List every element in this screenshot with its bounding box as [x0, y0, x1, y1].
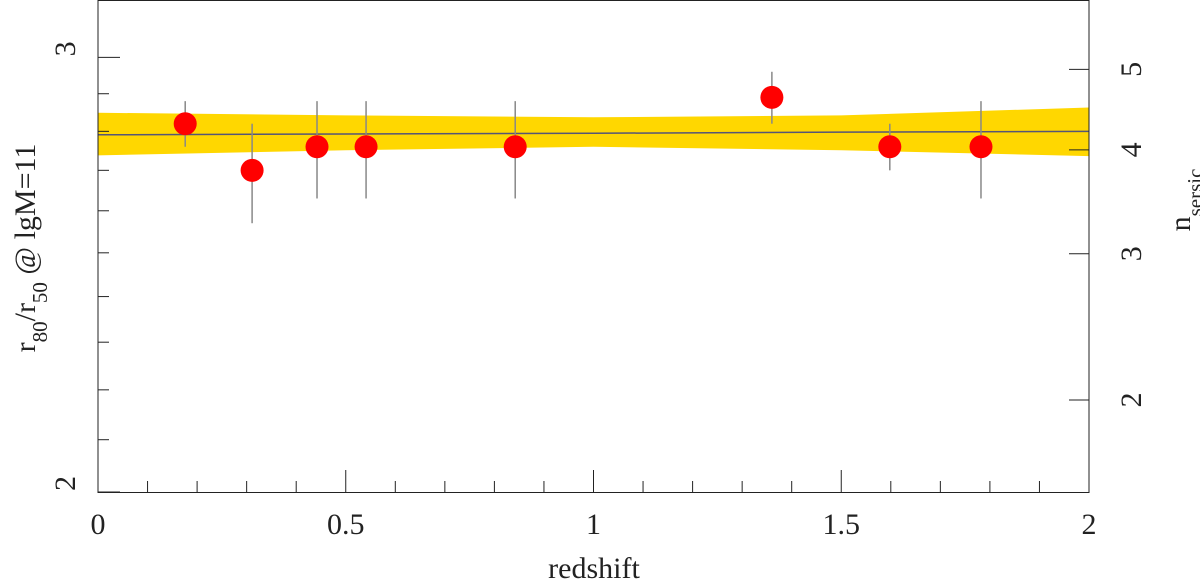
y-tick-label: 2	[49, 476, 82, 491]
y2-tick-label: 4	[1115, 142, 1148, 157]
x-tick-label: 1	[586, 508, 601, 541]
data-point	[173, 112, 197, 136]
y-axis-label-part: @ lgM=11	[9, 144, 42, 282]
data-point	[240, 158, 264, 182]
y2-tick-label: 5	[1115, 62, 1148, 77]
data-point	[760, 85, 784, 109]
y-axis-label-part: /r	[9, 303, 42, 321]
fit-line	[97, 130, 1090, 136]
x-tick-label: 2	[1082, 508, 1097, 541]
y-tick-label: 3	[49, 41, 82, 56]
x-tick-label: 1.5	[823, 508, 861, 541]
y2-tick-label: 3	[1115, 246, 1148, 261]
y2-axis-label-sub: sersic	[1183, 169, 1200, 217]
y-axis-label-sub: 50	[28, 282, 52, 303]
fit-band	[98, 107, 1089, 157]
data-point	[503, 135, 527, 159]
x-axis-label: redshift	[548, 552, 640, 581]
plot-frame	[97, 0, 1090, 493]
x-tick-label: 0.5	[327, 508, 365, 541]
y-axis-label-sub: 80	[28, 321, 52, 342]
y-axis-label: r80/r50 @ lgM=11	[9, 144, 52, 353]
data-point	[305, 135, 329, 159]
data-point	[878, 135, 902, 159]
data-point	[354, 135, 378, 159]
data-point	[969, 135, 993, 159]
y2-axis-label: nsersic	[1164, 169, 1200, 232]
y-axis-label-part: r	[9, 342, 42, 352]
y2-tick-label: 2	[1115, 393, 1148, 408]
x-tick-label: 0	[91, 508, 106, 541]
y2-axis-label-part: n	[1164, 216, 1197, 231]
